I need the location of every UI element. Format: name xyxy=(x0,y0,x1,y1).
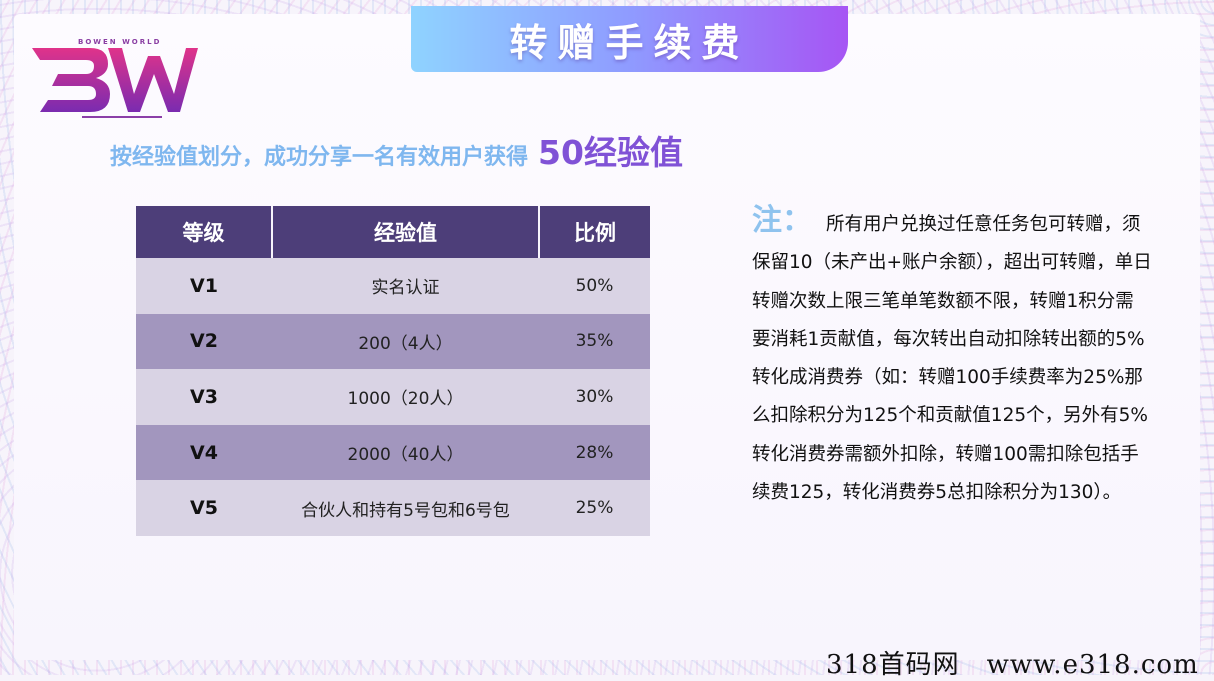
table-header-row: 等级 经验值 比例 xyxy=(136,206,650,258)
header-exp: 经验值 xyxy=(272,206,540,258)
subtitle-highlight: 50经验值 xyxy=(538,133,683,172)
grade-table: 等级 经验值 比例 V1 实名认证 50% V2 200（4人） 35% V3 … xyxy=(136,206,650,536)
table-row: V5 合伙人和持有5号包和6号包 25% xyxy=(136,480,650,536)
exp-cell: 1000（20人） xyxy=(272,369,539,425)
exp-cell: 200（4人） xyxy=(272,313,539,370)
exp-cell: 合伙人和持有5号包和6号包 xyxy=(272,480,539,536)
note-block: 注： 所有用户兑换过任意任务包可转赠，须保留10（未产出+账户余额），超出可转赠，… xyxy=(752,202,1152,512)
level-cell: V2 xyxy=(136,313,272,370)
table-row: V3 1000（20人） 30% xyxy=(136,369,650,425)
ratio-cell: 25% xyxy=(539,480,650,536)
page-title: 转赠手续费 xyxy=(509,20,750,65)
exp-cell: 实名认证 xyxy=(272,258,539,314)
table-row: V2 200（4人） 35% xyxy=(136,313,650,370)
logo-underline xyxy=(82,116,162,118)
ratio-cell: 35% xyxy=(539,313,650,370)
note-text: 所有用户兑换过任意任务包可转赠，须保留10（未产出+账户余额），超出可转赠，单日… xyxy=(752,214,1152,504)
subtitle-prefix: 按经验值划分，成功分享一名有效用户获得 xyxy=(110,145,529,170)
ratio-cell: 28% xyxy=(539,424,650,481)
ratio-cell: 30% xyxy=(539,369,650,425)
bw-logo xyxy=(32,48,198,112)
level-cell: V4 xyxy=(136,424,272,481)
level-cell: V5 xyxy=(136,480,272,536)
ratio-cell: 50% xyxy=(539,258,650,314)
header-level: 等级 xyxy=(136,206,273,258)
watermark: 318首码网 www.e318.com xyxy=(826,650,1199,680)
logo-subtext: BOWEN WORLD xyxy=(78,38,162,46)
exp-cell: 2000（40人） xyxy=(272,424,539,481)
subtitle: 按经验值划分，成功分享一名有效用户获得 50经验值 xyxy=(110,126,683,174)
header-ratio: 比例 xyxy=(539,206,650,258)
level-cell: V1 xyxy=(136,258,272,314)
note-label: 注： xyxy=(752,203,812,238)
level-cell: V3 xyxy=(136,369,272,425)
table-row: V4 2000（40人） 28% xyxy=(136,424,650,481)
title-banner: 转赠手续费 xyxy=(411,6,848,72)
table-row: V1 实名认证 50% xyxy=(136,258,650,314)
